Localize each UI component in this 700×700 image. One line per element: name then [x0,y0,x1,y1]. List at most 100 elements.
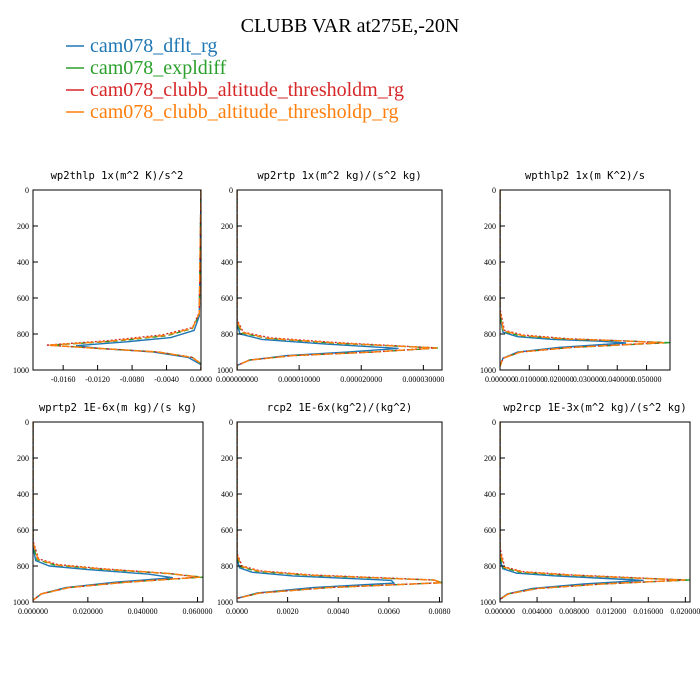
plot-frame [499,421,691,603]
y-tick-label: 0 [492,418,496,427]
x-tick-label: 0.030000 [573,375,603,384]
plot-area [237,190,439,370]
x-tick-label: -0.0160 [51,375,76,384]
plot-frame [236,421,443,603]
series-line-1 [237,422,396,600]
y-tick-label: 200 [484,454,496,463]
plot-area [33,422,203,601]
y-tick-label: 400 [17,490,29,499]
x-tick-label: -0.0040 [154,375,179,384]
x-tick-label: -0.0080 [120,375,145,384]
x-tick-label: 0.020000 [544,375,574,384]
y-tick-label: 600 [484,526,496,535]
subplot-1: wp2thlp 1x(m^2 K)/s^2 0 200 400 600 800 1000 -0… [13,170,212,384]
legend-entry: cam078_clubb_altitude_thresholdp_rg [66,101,398,123]
y-tick-label: 0 [492,186,496,195]
y-tick-label: 1000 [480,598,496,607]
x-tick-label: 0.020000 [73,607,103,616]
y-tick-label: 400 [484,258,496,267]
x-tick-label: -0.0120 [85,375,110,384]
series-line-3 [500,190,662,367]
y-tick-label: 0 [25,418,29,427]
x-tick-label: 0.010000 [514,375,544,384]
series-line-3 [33,422,198,601]
plot-frame [32,421,204,603]
y-tick-label: 1000 [13,598,29,607]
x-tick-label: 0.0000 [190,375,212,384]
x-tick-label: 0.000000 [485,375,515,384]
x-tick-label: 0.004000 [522,607,552,616]
subplot-title: rcp2 1E-6x(kg^2)/(kg^2) [267,402,412,414]
x-tick-label: 0.000020000 [340,375,382,384]
plot-frame [236,189,443,371]
subplot-title: wprtp2 1E-6x(m kg)/(s kg) [39,402,197,414]
x-tick-label: 0.000010000 [278,375,320,384]
y-tick-label: 600 [484,294,496,303]
x-tick-label: 0.0040 [327,607,349,616]
series-line-4 [33,422,201,601]
legend-label: cam078_clubb_altitude_thresholdm_rg [90,79,404,101]
x-tick-label: 0.040000 [602,375,632,384]
series-line-1 [237,190,399,370]
y-tick-label: 400 [221,490,233,499]
y-tick-label: 800 [484,330,496,339]
legend-entry: cam078_expldiff [66,57,227,79]
legend-entry: cam078_dflt_rg [66,35,217,57]
plot-frame [499,189,671,371]
y-tick-label: 200 [221,454,233,463]
x-tick-label: 0.020000 [670,607,700,616]
y-tick-label: 600 [17,526,29,535]
series-line-3 [237,190,436,370]
series-line-3 [45,190,201,370]
subplot-3: wpthlp2 1x(m K^2)/s 0 200 400 600 800 10000.00… [480,170,671,384]
series-line-4 [237,422,442,600]
series-line-4 [500,422,686,600]
subplot-4: wprtp2 1E-6x(m kg)/(s kg) 0 200 400 600 800 10… [13,402,213,616]
plot-area [237,422,442,600]
y-tick-label: 0 [229,418,233,427]
x-tick-label: 0.008000 [559,607,589,616]
subplot-title: wpthlp2 1x(m K^2)/s [525,170,645,182]
y-tick-label: 800 [484,562,496,571]
panels: wp2thlp 1x(m^2 K)/s^2 0 200 400 600 800 1000 -0… [13,170,700,616]
legend-label: cam078_dflt_rg [90,35,217,57]
series-line-4 [500,190,665,367]
legend-label: cam078_clubb_altitude_thresholdp_rg [90,101,398,123]
plot-area [500,190,670,367]
x-tick-label: 0.060000 [183,607,213,616]
y-tick-label: 1000 [217,598,233,607]
x-tick-label: 0.000000000 [216,375,258,384]
y-tick-label: 200 [484,222,496,231]
y-tick-label: 600 [17,294,29,303]
x-tick-label: 0.0060 [378,607,400,616]
x-tick-label: 0.0020 [277,607,299,616]
x-tick-label: 0.0000 [226,607,248,616]
series-line-2 [33,422,203,601]
y-tick-label: 1000 [13,366,29,375]
x-tick-label: 0.016000 [633,607,663,616]
subplot-5: rcp2 1E-6x(kg^2)/(kg^2) 0 200 400 600 800 1000… [217,402,450,616]
y-tick-label: 800 [17,562,29,571]
series-line-4 [237,190,438,370]
subplot-title: wp2rcp 1E-3x(m^2 kg)/(s^2 kg) [503,402,686,414]
x-tick-label: 0.0080 [428,607,450,616]
figure-title: CLUBB VAR at275E,-20N [241,15,460,37]
y-tick-label: 800 [17,330,29,339]
legend: cam078_dflt_rgcam078_expldiffcam078_club… [66,35,404,123]
series-line-1 [75,190,201,370]
y-tick-label: 0 [25,186,29,195]
x-tick-label: 0.000000 [18,607,48,616]
y-tick-label: 1000 [480,366,496,375]
legend-entry: cam078_clubb_altitude_thresholdm_rg [66,79,404,101]
subplot-title: wp2thlp 1x(m^2 K)/s^2 [51,170,184,182]
y-tick-label: 0 [229,186,233,195]
plot-area [500,422,690,600]
plot-area [45,190,201,370]
plot-frame [32,189,202,371]
x-tick-label: 0.050000 [632,375,662,384]
subplot-6: wp2rcp 1E-3x(m^2 kg)/(s^2 kg) 0 200 400 600 8… [480,402,700,616]
y-tick-label: 200 [221,222,233,231]
y-tick-label: 600 [221,526,233,535]
x-tick-label: 0.000030000 [402,375,444,384]
